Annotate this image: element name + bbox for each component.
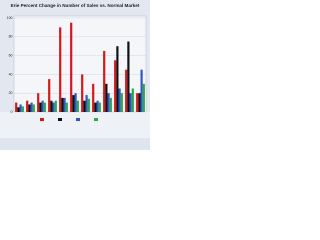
bar bbox=[54, 100, 57, 112]
y-tick-label: 60 bbox=[9, 54, 13, 58]
bar bbox=[17, 107, 20, 112]
y-tick-label: 80 bbox=[9, 35, 13, 39]
bar bbox=[37, 93, 40, 112]
bar bbox=[48, 79, 51, 112]
bar bbox=[142, 83, 145, 112]
bar bbox=[74, 93, 77, 112]
bar bbox=[70, 22, 73, 113]
bar bbox=[129, 93, 132, 112]
y-tick-label: 0 bbox=[11, 110, 13, 114]
y-tick-label: 40 bbox=[9, 72, 13, 76]
legend-swatch bbox=[94, 118, 98, 121]
legend-swatch bbox=[76, 118, 80, 121]
bar bbox=[87, 98, 90, 112]
bar bbox=[98, 102, 101, 112]
bar bbox=[96, 100, 99, 112]
bar bbox=[138, 93, 141, 112]
legend-swatch bbox=[58, 118, 62, 121]
bar bbox=[76, 100, 79, 112]
bar bbox=[43, 102, 46, 112]
plot-area bbox=[13, 15, 147, 113]
bar bbox=[72, 95, 75, 112]
bar bbox=[114, 60, 117, 112]
legend-swatch bbox=[40, 118, 44, 121]
bar bbox=[125, 69, 128, 112]
bar bbox=[120, 93, 123, 112]
bar bbox=[94, 102, 97, 112]
bar bbox=[59, 27, 62, 112]
bar bbox=[41, 100, 44, 112]
data-table bbox=[0, 112, 150, 138]
bar bbox=[109, 97, 112, 112]
bar bbox=[63, 97, 66, 112]
chart-title: Erie Percent Change in Number of Sales v… bbox=[11, 3, 140, 8]
bar bbox=[65, 102, 68, 112]
bar bbox=[118, 88, 121, 112]
bar bbox=[61, 97, 64, 112]
bar bbox=[92, 83, 95, 112]
bar bbox=[28, 104, 31, 112]
bar bbox=[131, 88, 134, 112]
bar bbox=[32, 104, 35, 112]
bar bbox=[107, 93, 110, 112]
bar bbox=[103, 50, 106, 112]
y-tick-label: 20 bbox=[9, 91, 13, 95]
footer bbox=[0, 138, 150, 150]
bar bbox=[140, 69, 143, 112]
bar bbox=[52, 102, 55, 112]
bar bbox=[136, 93, 139, 112]
bar bbox=[39, 102, 42, 112]
bar bbox=[15, 102, 18, 112]
y-tick-label: 100 bbox=[7, 16, 13, 20]
chart: Erie Percent Change in Number of Sales v… bbox=[0, 0, 150, 150]
bar bbox=[26, 100, 29, 112]
bar bbox=[50, 100, 53, 112]
bar bbox=[85, 95, 88, 112]
bar bbox=[19, 104, 22, 112]
bar bbox=[21, 106, 24, 112]
bar bbox=[116, 46, 119, 113]
bar bbox=[81, 74, 84, 112]
bar bbox=[83, 100, 86, 112]
bar bbox=[127, 41, 130, 112]
bar bbox=[30, 102, 33, 112]
bar bbox=[105, 83, 108, 112]
